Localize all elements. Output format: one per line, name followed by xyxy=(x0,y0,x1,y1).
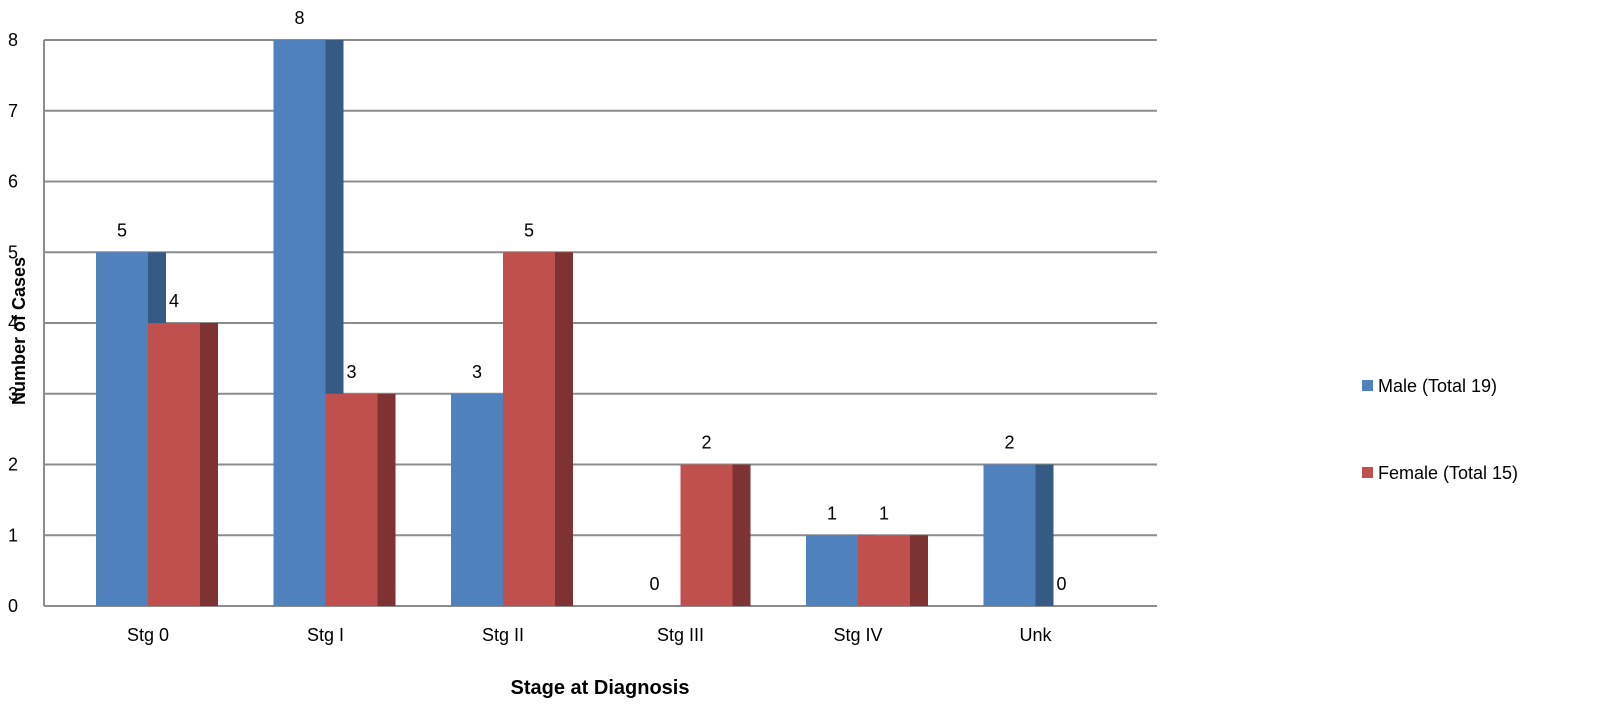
data-label: 2 xyxy=(1004,433,1014,453)
legend-label: Male (Total 19) xyxy=(1378,376,1497,396)
data-label: 1 xyxy=(879,503,889,523)
data-label: 5 xyxy=(524,220,534,240)
bar xyxy=(273,40,326,606)
x-tick-label: Stg II xyxy=(482,625,524,645)
x-tick-label: Stg I xyxy=(307,625,344,645)
data-label: 5 xyxy=(117,220,127,240)
bars xyxy=(96,40,1054,606)
y-tick-label: 8 xyxy=(8,30,18,50)
y-axis-title: Number of Cases xyxy=(9,257,29,405)
gridlines xyxy=(43,39,1157,607)
y-tick-label: 6 xyxy=(8,172,18,192)
bar xyxy=(983,464,1036,606)
bar xyxy=(325,393,378,606)
bar-side xyxy=(555,252,573,606)
bar-side xyxy=(910,535,928,606)
x-axis-ticks: Stg 0 Stg I Stg II Stg III Stg IV Unk xyxy=(127,625,1053,645)
data-label: 0 xyxy=(649,574,659,594)
data-label: 8 xyxy=(294,8,304,28)
bar-side xyxy=(200,323,218,606)
x-tick-label: Unk xyxy=(1019,625,1052,645)
data-label: 0 xyxy=(1056,574,1066,594)
data-label: 3 xyxy=(346,362,356,382)
data-label: 1 xyxy=(827,503,837,523)
x-tick-label: Stg 0 xyxy=(127,625,169,645)
data-label: 3 xyxy=(472,362,482,382)
bar-side xyxy=(732,464,751,606)
y-tick-label: 5 xyxy=(8,242,18,262)
legend-swatch xyxy=(1362,467,1373,478)
y-tick-label: 3 xyxy=(8,384,18,404)
x-axis-title: Stage at Diagnosis xyxy=(511,677,690,699)
legend-label: Female (Total 15) xyxy=(1378,463,1518,483)
bar-side xyxy=(1035,464,1054,606)
bar xyxy=(503,252,555,606)
legend: Male (Total 19) Female (Total 15) xyxy=(1362,376,1518,483)
x-tick-label: Stg IV xyxy=(833,625,882,645)
x-tick-label: Stg III xyxy=(657,625,704,645)
bar-side xyxy=(377,393,396,606)
data-label: 4 xyxy=(169,291,179,311)
legend-swatch xyxy=(1362,380,1373,391)
bar xyxy=(451,393,503,606)
bar xyxy=(806,535,858,606)
bar xyxy=(680,464,733,606)
bar xyxy=(858,535,910,606)
y-tick-label: 1 xyxy=(8,525,18,545)
y-tick-label: 2 xyxy=(8,455,18,475)
bar xyxy=(96,252,148,606)
bar xyxy=(148,323,200,606)
data-label: 2 xyxy=(701,433,711,453)
y-axis-ticks: 0 1 2 3 4 5 6 7 8 xyxy=(8,30,18,616)
y-tick-label: 0 xyxy=(8,596,18,616)
y-tick-label: 7 xyxy=(8,101,18,121)
y-tick-label: 4 xyxy=(8,313,18,333)
data-labels: 5 4 8 3 3 5 0 2 1 1 2 0 xyxy=(117,8,1067,594)
